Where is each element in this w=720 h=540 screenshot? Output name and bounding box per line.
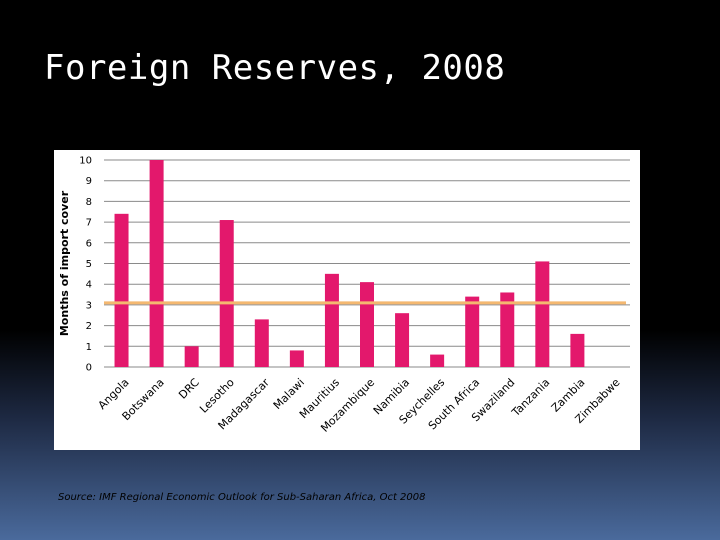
y-tick-label: 3 [86, 300, 92, 311]
bar [149, 160, 164, 367]
bar [430, 354, 445, 367]
y-tick-label: 5 [86, 259, 92, 270]
bar [500, 292, 515, 367]
y-tick-label: 10 [79, 156, 92, 167]
y-tick-label: 0 [86, 363, 92, 374]
x-tick-label: Tanzania [509, 376, 553, 420]
bar [254, 319, 269, 367]
y-tick-label: 6 [86, 238, 92, 249]
bar [324, 273, 339, 367]
y-tick-label: 1 [86, 342, 92, 353]
bar [570, 333, 585, 367]
bar [219, 220, 234, 367]
bar [395, 313, 410, 367]
bar [114, 213, 129, 367]
slide-title: Foreign Reserves, 2008 [44, 48, 506, 88]
y-axis-label: Months of import cover [58, 190, 71, 336]
bar [289, 350, 304, 367]
bar [360, 282, 374, 367]
y-tick-label: 7 [86, 218, 92, 229]
x-tick-label: DRC [176, 376, 202, 402]
bar [184, 346, 199, 367]
source-note: Source: IMF Regional Economic Outlook fo… [58, 492, 426, 503]
y-tick-label: 8 [86, 197, 92, 208]
bar [535, 261, 550, 367]
y-tick-label: 2 [86, 321, 92, 332]
bar [465, 296, 480, 367]
chart-panel: 0 1 2 3 4 5 6 7 8 9 10 Months of import cover Angola… [54, 150, 640, 450]
y-tick-label: 4 [86, 280, 92, 291]
y-tick-label: 9 [86, 176, 92, 187]
